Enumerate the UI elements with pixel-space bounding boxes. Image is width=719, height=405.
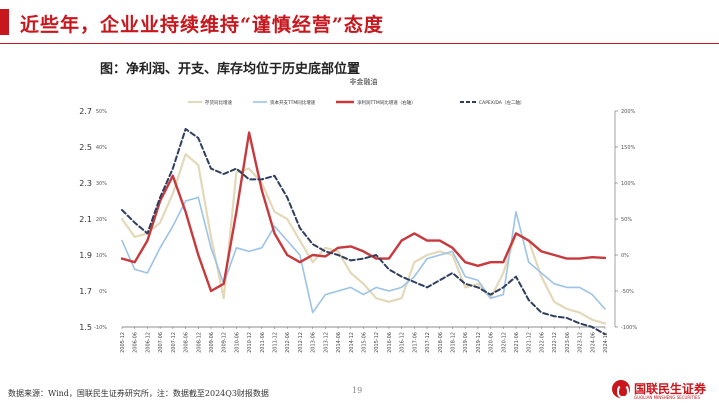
x-tick-label: 2011-12 (273, 332, 279, 353)
x-tick-label: 2008-12 (196, 332, 202, 353)
heading-rule (0, 43, 719, 44)
middle-tick-label: -10% (94, 325, 107, 331)
x-tick-label: 2014-06 (336, 332, 342, 353)
left-tick-label: 2.7 (79, 107, 92, 116)
x-tick-label: 2023-12 (578, 332, 584, 353)
middle-tick-label: 40% (96, 145, 107, 151)
logo-text: 国联民生证券 (634, 382, 707, 396)
x-tick-label: 2014-12 (349, 332, 355, 353)
middle-tick-label: 20% (96, 217, 107, 223)
logo-subtext: GUOLIAN MINSHENG SECURITIES (634, 395, 701, 400)
x-tick-label: 2015-12 (374, 332, 380, 353)
series-line-3 (120, 131, 607, 293)
x-tick-label: 2013-12 (323, 332, 329, 353)
right-tick-label: 100% (621, 181, 636, 187)
x-tick-label: 2018-06 (438, 332, 444, 353)
middle-tick-label: 10% (96, 253, 107, 259)
left-tick-label: 1.7 (79, 287, 92, 296)
left-tick-label: 1.9 (79, 251, 92, 260)
x-tick-label: 2020-12 (501, 332, 507, 353)
middle-tick-label: 0% (99, 289, 107, 295)
x-tick-label: 2024-12 (603, 332, 609, 353)
right-tick-label: -50% (621, 289, 634, 295)
x-tick-label: 2010-06 (234, 332, 240, 353)
legend-label: 存货同比增速 (205, 99, 232, 106)
x-tick-label: 2008-06 (184, 332, 190, 353)
left-tick-label: 1.5 (79, 323, 92, 332)
series-line-2 (121, 196, 606, 314)
x-tick-label: 2006-12 (145, 332, 151, 353)
x-tick-label: 2019-06 (463, 332, 469, 353)
right-tick-label: -100% (621, 325, 637, 331)
figure-title: 图：净利润、开支、库存均位于历史底部位置 (100, 62, 361, 77)
page-heading: 近些年，企业业持续维持“谨慎经营”态度 (20, 14, 384, 36)
x-tick-label: 2013-06 (311, 332, 317, 353)
heading-accent (0, 9, 9, 35)
x-tick-label: 2007-12 (171, 332, 177, 353)
right-tick-label: 0% (621, 253, 629, 259)
x-tick-label: 2021-12 (527, 332, 533, 353)
series-line-4 (121, 128, 606, 336)
x-tick-label: 2016-06 (387, 332, 393, 353)
logo-icon (612, 380, 630, 398)
x-tick-label: 2019-12 (476, 332, 482, 353)
x-tick-label: 2017-06 (412, 332, 418, 353)
x-tick-label: 2017-12 (425, 332, 431, 353)
middle-tick-label: 50% (96, 109, 107, 115)
x-tick-label: 2023-06 (565, 332, 571, 353)
page-number: 19 (352, 386, 363, 395)
x-tick-label: 2022-06 (539, 332, 545, 353)
heading-bar: 近些年，企业业持续维持“谨慎经营”态度 (0, 0, 719, 44)
legend-label: 资本开支TTM同比增速 (270, 99, 316, 106)
x-tick-label: 2010-12 (247, 332, 253, 353)
x-tick-label: 2012-12 (298, 332, 304, 353)
x-tick-label: 2012-06 (285, 332, 291, 353)
source-note: 数据来源：Wind，国联民生证券研究所，注：数据截至2024Q3财报数据 (8, 389, 269, 398)
x-tick-label: 2016-12 (400, 332, 406, 353)
left-tick-label: 2.1 (79, 215, 92, 224)
x-tick-label: 2021-06 (514, 332, 520, 353)
x-tick-label: 2009-12 (222, 332, 228, 353)
right-tick-label: 150% (621, 145, 636, 151)
legend-label: 净利润TTM同比增速（右轴） (357, 99, 416, 106)
x-tick-label: 2009-06 (209, 332, 215, 353)
x-tick-label: 2007-06 (158, 332, 164, 353)
legend-label: CAPEX/DA（左二轴） (479, 99, 524, 106)
chart-title: 非金融油 (350, 77, 378, 86)
x-tick-label: 2020-06 (489, 332, 495, 353)
x-tick-label: 2022-12 (552, 332, 558, 353)
brand-logo: 国联民生证券 GUOLIAN MINSHENG SECURITIES (612, 377, 717, 403)
left-tick-label: 2.3 (79, 179, 92, 188)
x-tick-label: 2015-06 (362, 332, 368, 353)
x-tick-label: 2018-12 (450, 332, 456, 353)
x-tick-label: 2005-12 (120, 332, 126, 353)
left-tick-label: 2.5 (79, 143, 92, 152)
middle-tick-label: 30% (96, 181, 107, 187)
x-tick-label: 2011-06 (260, 332, 266, 353)
x-tick-label: 2024-06 (590, 332, 596, 353)
x-tick-label: 2006-06 (133, 332, 139, 353)
right-tick-label: 50% (621, 217, 632, 223)
right-tick-label: 200% (621, 109, 636, 115)
